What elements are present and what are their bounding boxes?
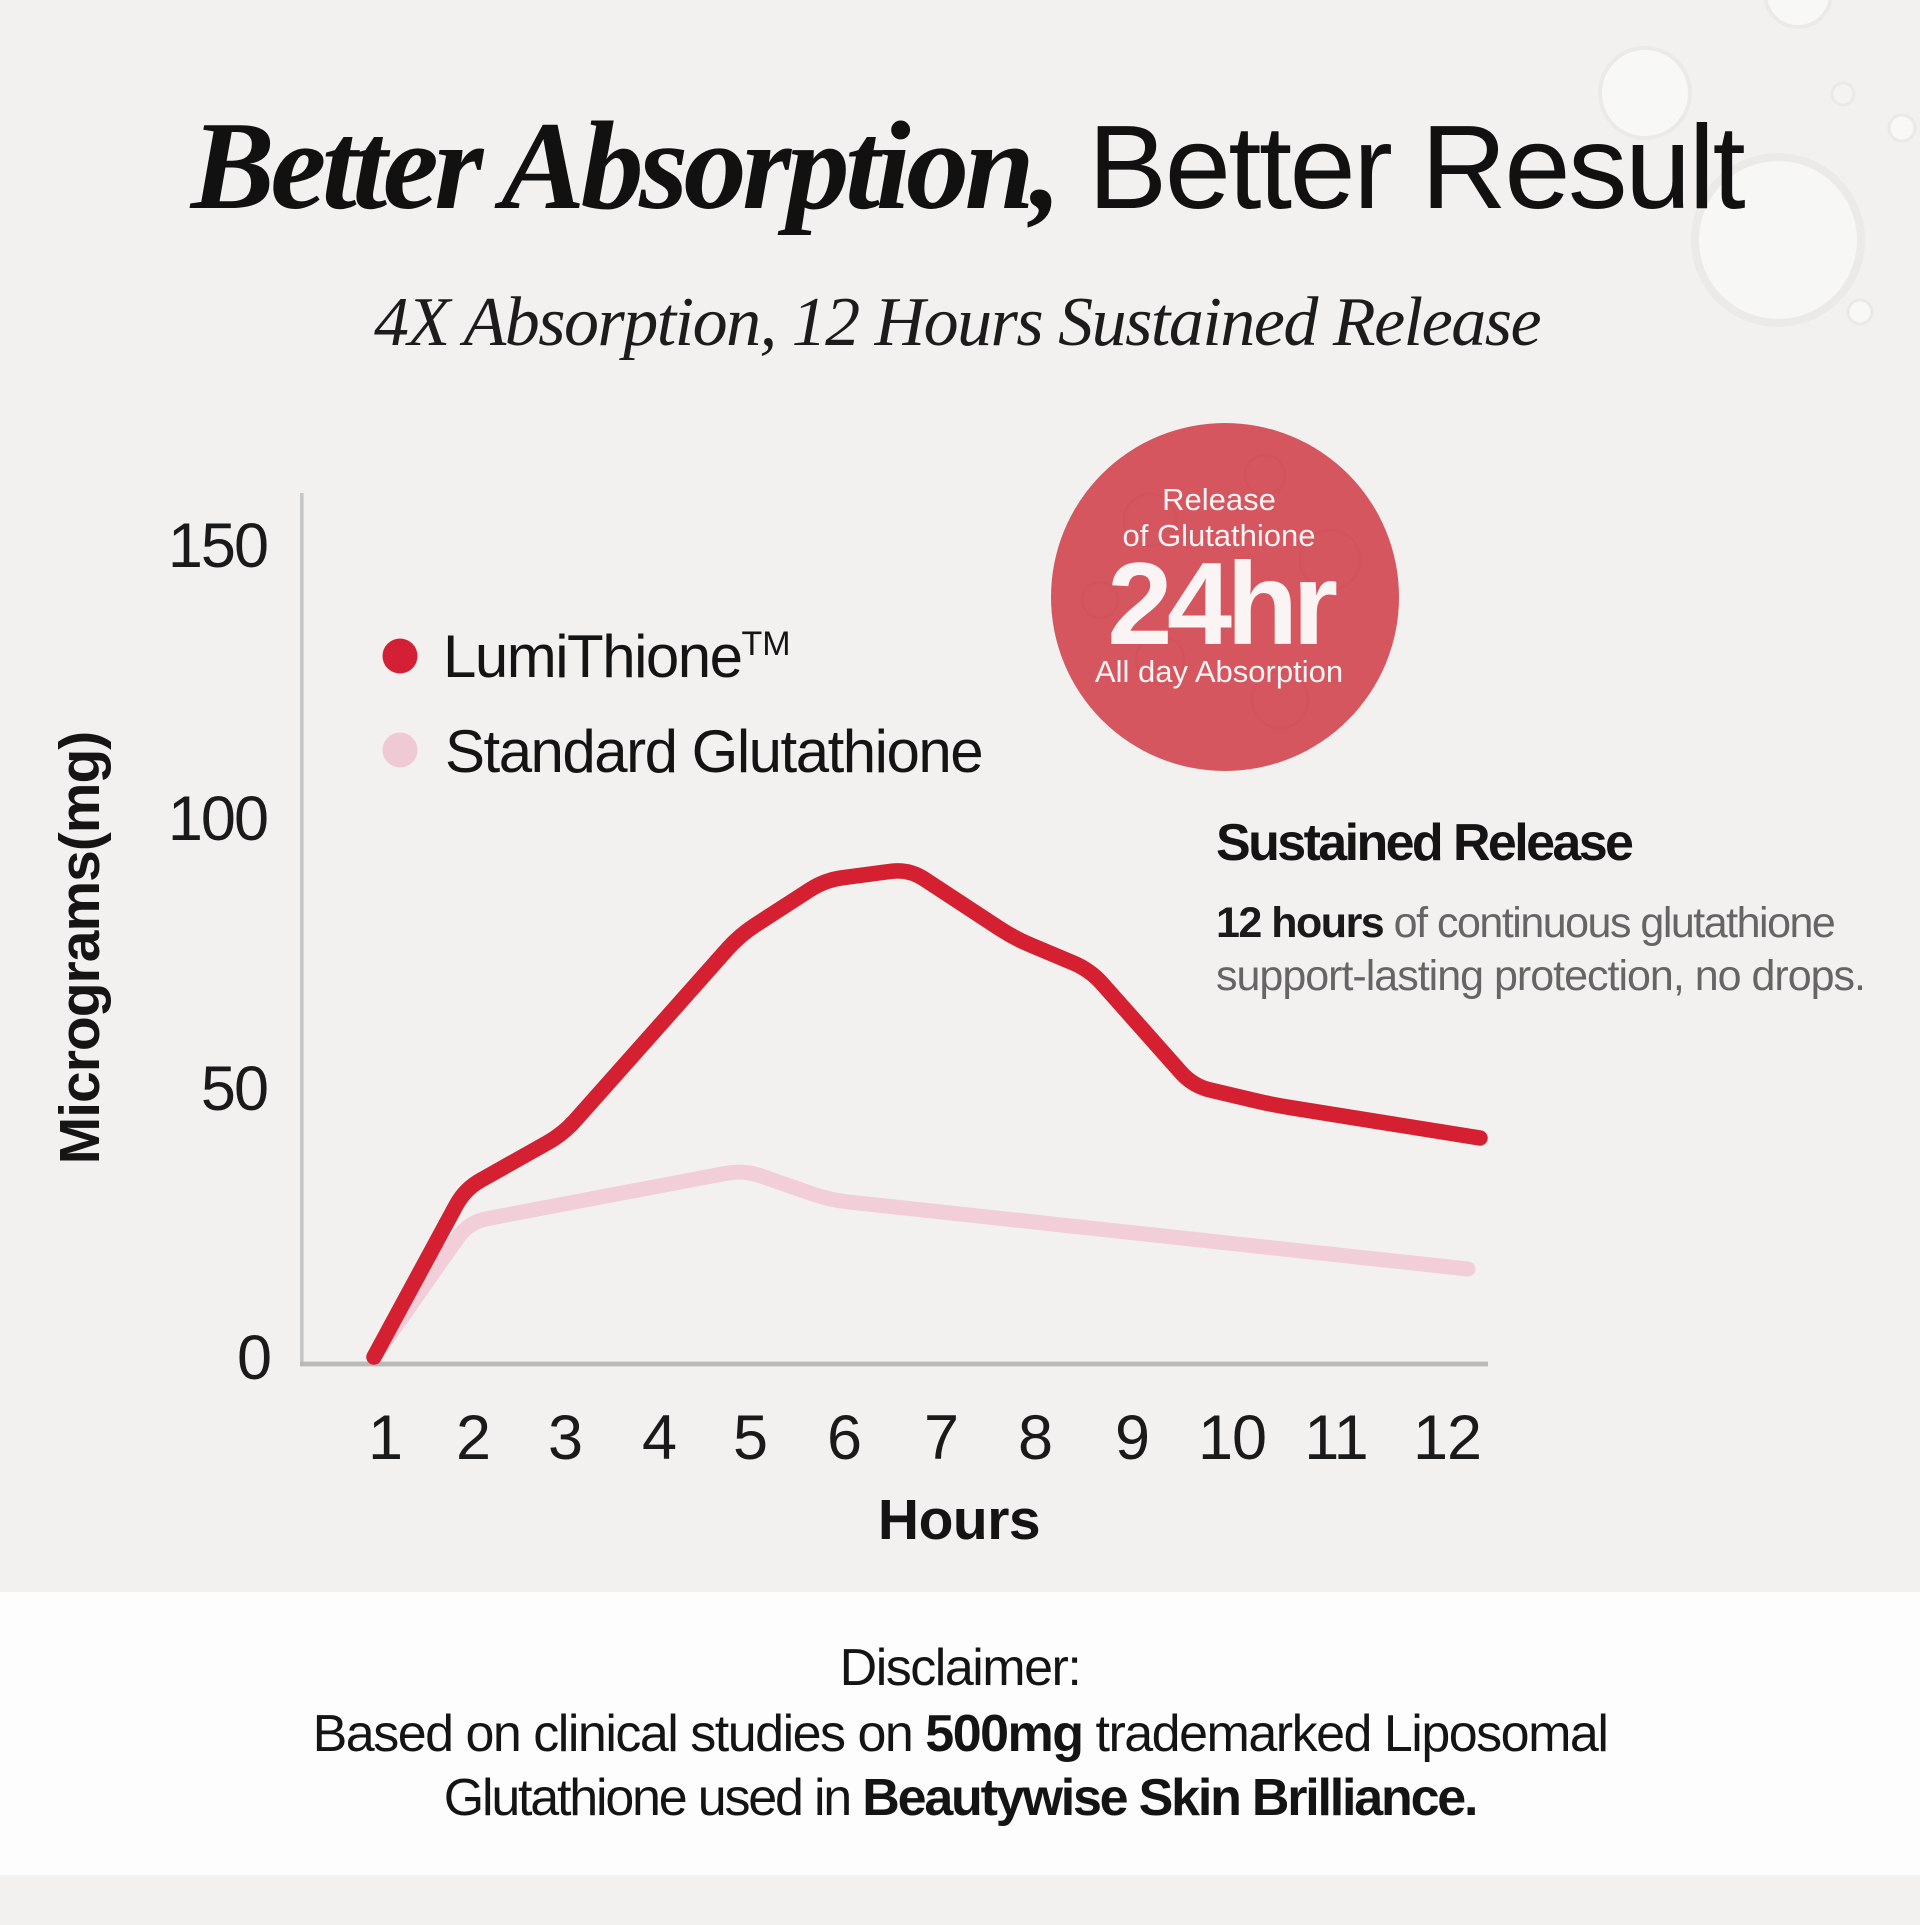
svg-text:8: 8 (1018, 1403, 1052, 1473)
svg-text:0: 0 (237, 1323, 270, 1393)
svg-text:Micrograms(mg): Micrograms(mg) (48, 732, 112, 1165)
svg-text:11: 11 (1304, 1403, 1367, 1473)
svg-text:Release: Release (1162, 482, 1276, 517)
svg-text:9: 9 (1115, 1403, 1149, 1473)
svg-text:LumiThioneTM: LumiThioneTM (443, 623, 791, 690)
svg-text:50: 50 (201, 1054, 267, 1124)
svg-text:12 hours of continuous glutath: 12 hours of continuous glutathione (1216, 899, 1834, 947)
svg-text:6: 6 (827, 1403, 861, 1473)
svg-text:1: 1 (368, 1403, 402, 1473)
svg-text:Disclaimer:: Disclaimer: (840, 1639, 1081, 1697)
svg-text:7: 7 (924, 1403, 958, 1473)
svg-text:Better Absorption, Better Resu: Better Absorption, Better Result (189, 97, 1746, 236)
svg-text:150: 150 (168, 511, 267, 581)
svg-text:2: 2 (456, 1403, 490, 1473)
svg-text:Sustained Release: Sustained Release (1216, 814, 1633, 872)
svg-text:Standard Glutathione: Standard Glutathione (445, 718, 982, 785)
svg-text:All day Absorption: All day Absorption (1095, 654, 1343, 689)
svg-text:5: 5 (733, 1403, 767, 1473)
svg-text:4X Absorption, 12 Hours Sustai: 4X Absorption, 12 Hours Sustained Releas… (374, 284, 1540, 361)
svg-text:24hr: 24hr (1107, 538, 1336, 669)
svg-text:support-lasting protection, no: support-lasting protection, no drops. (1216, 952, 1865, 1000)
svg-text:100: 100 (168, 784, 267, 854)
svg-text:Based on clinical studies on 5: Based on clinical studies on 500mg trade… (313, 1705, 1608, 1763)
svg-text:Glutathione used in Beautywise: Glutathione used in Beautywise Skin Bril… (444, 1769, 1477, 1827)
svg-text:Hours: Hours (878, 1488, 1040, 1552)
svg-text:10: 10 (1198, 1403, 1266, 1473)
svg-text:4: 4 (642, 1403, 676, 1473)
svg-text:of Glutathione: of Glutathione (1122, 518, 1315, 553)
svg-text:3: 3 (548, 1403, 582, 1473)
svg-text:12: 12 (1413, 1403, 1481, 1473)
